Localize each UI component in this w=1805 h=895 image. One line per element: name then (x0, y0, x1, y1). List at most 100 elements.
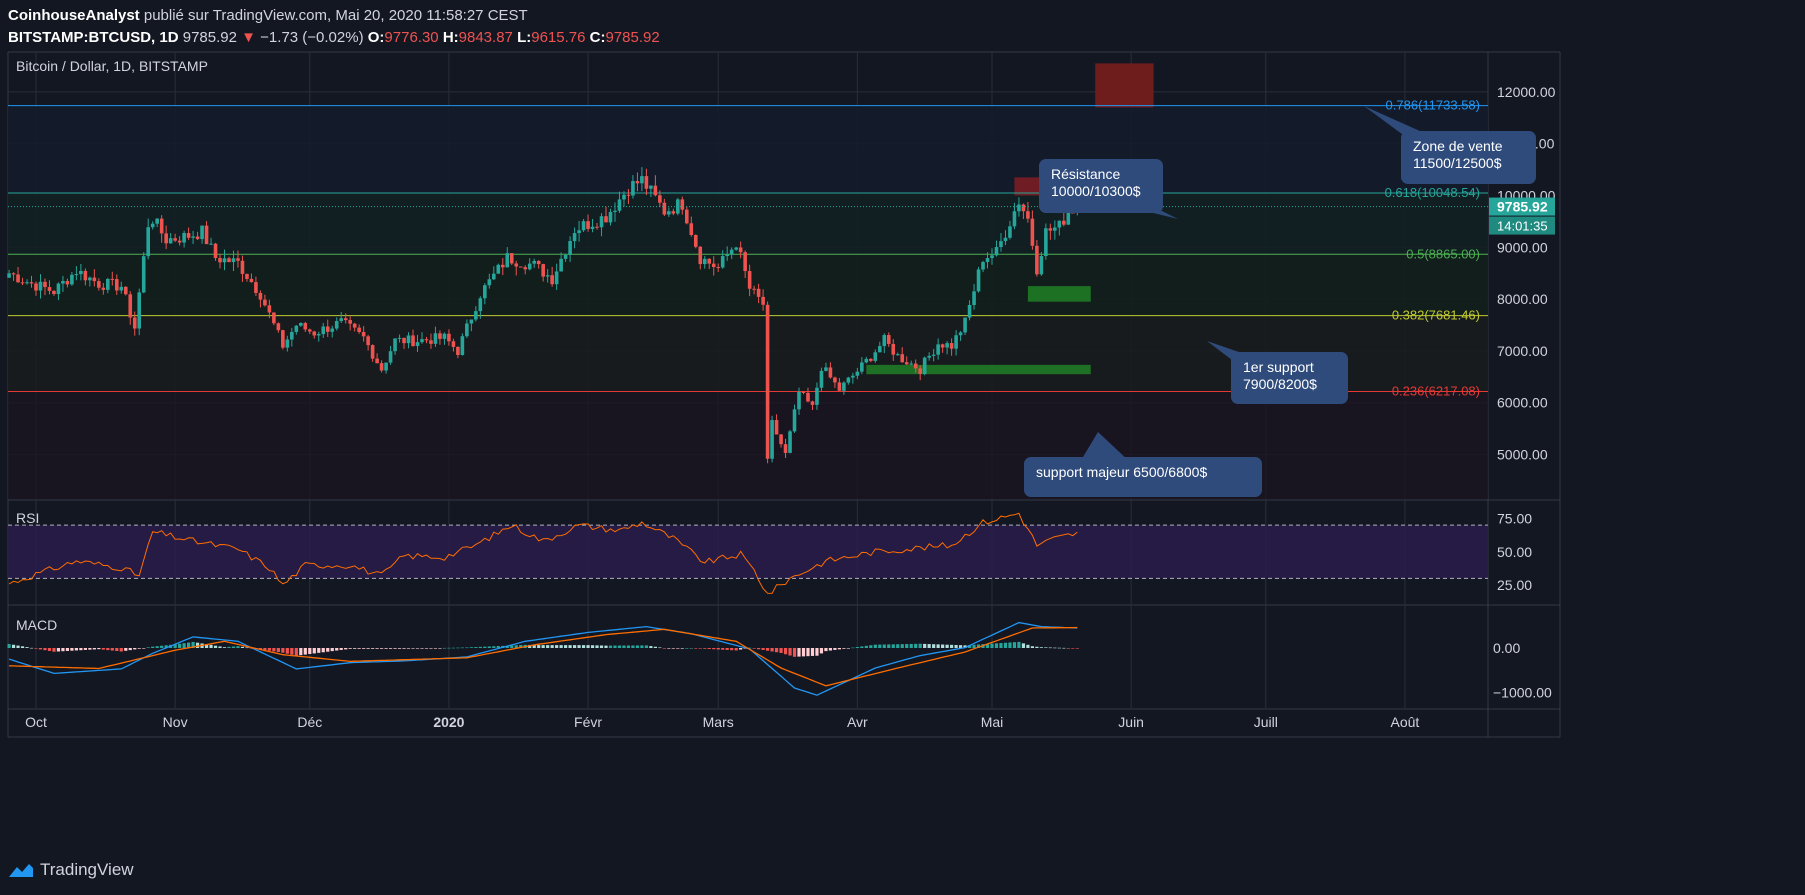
macd-histogram-bar (967, 645, 972, 648)
macd-histogram-bar (927, 644, 931, 648)
candle-body (348, 320, 352, 324)
macd-histogram-bar (810, 648, 815, 656)
candle (1008, 220, 1012, 240)
macd-histogram-bar (595, 645, 599, 648)
candle-body (774, 420, 779, 435)
macd-histogram-bar (932, 644, 936, 648)
candle-body (985, 258, 990, 263)
macd-histogram-bar (388, 648, 393, 649)
candle-body (231, 258, 236, 263)
candle (1048, 223, 1053, 240)
candle-body (864, 358, 869, 363)
candle (29, 275, 34, 288)
macd-histogram-bar (662, 648, 666, 649)
candle (658, 190, 662, 208)
macd-histogram-bar (577, 645, 581, 648)
fib-label-0.5: 0.5(8865.00) (1406, 246, 1480, 261)
candle-body (541, 264, 545, 277)
candle (487, 273, 492, 289)
macd-histogram-bar (160, 645, 164, 648)
candle (958, 331, 963, 341)
macd-histogram-bar (860, 646, 864, 648)
macd-histogram-bar (676, 648, 680, 649)
candle (267, 299, 272, 319)
candle (981, 260, 985, 273)
candle (720, 250, 725, 269)
macd-histogram-bar (124, 648, 128, 651)
macd-histogram-bar (411, 648, 415, 649)
candle-body (1017, 204, 1021, 212)
macd-histogram-bar (79, 648, 83, 651)
major-support-callout: support majeur 6500/6800$ (1024, 432, 1262, 497)
macd-histogram-bar (272, 648, 276, 652)
macd-histogram-bar (38, 648, 43, 650)
candle (523, 265, 528, 275)
candle (325, 319, 330, 337)
macd-histogram-bar (406, 648, 411, 649)
candle (47, 280, 52, 295)
macd-histogram-bar (887, 644, 891, 648)
macd-histogram-bar (658, 647, 662, 649)
candle-body (922, 357, 927, 374)
candle-body (631, 181, 635, 196)
fib-label-0.236: 0.236(6217.08) (1392, 383, 1480, 398)
candle (554, 263, 559, 290)
candle-body (200, 225, 204, 240)
low-value: 9615.76 (531, 29, 586, 46)
candle (743, 250, 747, 279)
macd-line (8, 621, 1078, 696)
macd-histogram-bar (56, 648, 61, 652)
candle (258, 290, 263, 308)
candle-body (595, 226, 599, 228)
macd-histogram-bar (1039, 647, 1043, 648)
macd-histogram-bar (846, 648, 850, 649)
candle-body (824, 367, 828, 371)
candle (922, 356, 927, 376)
candle (263, 294, 267, 307)
resistance-callout-text: Résistance (1051, 166, 1120, 182)
macd-histogram-bar (905, 644, 909, 648)
candle-body (483, 285, 487, 299)
candle-body (236, 258, 240, 261)
candle (352, 322, 357, 332)
candle (774, 414, 779, 435)
candle (770, 415, 774, 463)
candle (985, 252, 990, 269)
candle-body (819, 370, 824, 388)
macd-histogram-bar (236, 646, 240, 648)
candle-body (738, 247, 743, 253)
high-value: 9843.87 (458, 29, 513, 46)
candle-body (559, 258, 563, 272)
macd-histogram-bar (460, 647, 464, 649)
candle (312, 330, 317, 339)
candle-body (213, 243, 218, 259)
candle-body (815, 387, 819, 405)
candle-body (209, 243, 213, 245)
candle (581, 218, 586, 232)
candle (559, 252, 563, 272)
candle-body (474, 311, 478, 320)
price-change: −1.73 (−0.02%) (260, 29, 364, 46)
candle (806, 387, 810, 403)
candle-body (505, 253, 510, 268)
candle (1057, 220, 1062, 236)
candle (447, 329, 451, 346)
macd-histogram-bar (1003, 642, 1008, 648)
zone-major (866, 364, 1091, 375)
tradingview-brand[interactable]: TradingView (8, 860, 134, 880)
macd-histogram-bar (851, 647, 855, 649)
candle (406, 332, 411, 349)
macd-histogram-bar (303, 648, 307, 655)
candle (797, 387, 801, 415)
macd-histogram-bar (213, 645, 218, 648)
author-name[interactable]: CoinhouseAnalyst (8, 7, 140, 24)
macd-histogram-bar (941, 644, 945, 648)
candle (106, 277, 110, 294)
candle (245, 273, 249, 282)
macd-histogram-bar (384, 648, 388, 649)
candle (402, 337, 406, 349)
macd-histogram-bar (375, 648, 379, 649)
candle (119, 281, 124, 294)
macd-title: MACD (16, 617, 57, 633)
